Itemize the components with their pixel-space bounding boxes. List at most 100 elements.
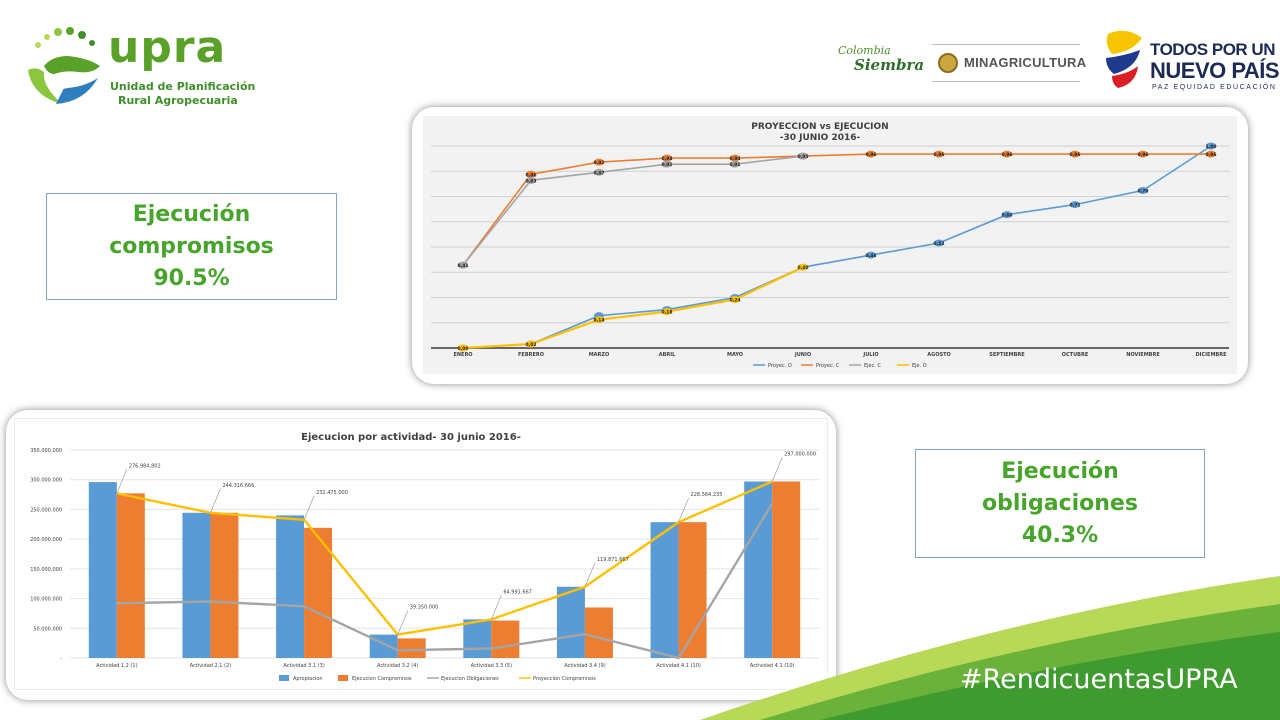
line-point: [730, 154, 740, 162]
bar-chart-y-tick-label: -: [60, 656, 62, 662]
bar: [463, 619, 492, 658]
bar-chart-title: Ejecucion por actividad- 30 junio 2016-: [301, 432, 521, 443]
bar-data-label-leader: [584, 562, 596, 587]
bar: [210, 512, 239, 658]
line-series-eje-o: [462, 266, 804, 350]
line-series-proyec-o: [462, 145, 1212, 349]
line-data-label: 0,94: [729, 156, 740, 162]
line-chart-x-tick-label: MAYO: [727, 352, 743, 358]
line-data-label: 0,83: [525, 178, 536, 184]
line-point: [798, 152, 808, 160]
line-chart-x-tick-label: ABRIL: [659, 352, 676, 358]
line-data-label: 0,96: [1069, 152, 1080, 158]
line-legend-label: Proyec. C: [816, 363, 840, 369]
bar: [556, 586, 585, 658]
gov-line-2: NUEVO PAÍS: [1150, 58, 1280, 83]
hashtag-rendicuentas: #RendicuentasUPRA: [960, 664, 1238, 695]
upra-logo: upra Unidad de Planificación Rural Agrop…: [22, 22, 255, 114]
bar-chart-x-tick-label: Actividad 3.1 (3): [283, 663, 324, 669]
line-legend-label: Proyec. O: [768, 363, 792, 369]
line-series-ejec-c: [462, 155, 804, 266]
bar-chart-x-tick-label: Actividad 4.1 (10): [656, 663, 701, 669]
bar-chart-x-tick-label: Actividad 2.1 (2): [190, 663, 231, 669]
line-legend-label: Ejec. C: [864, 363, 882, 369]
line-point: [934, 239, 944, 247]
line-point: [458, 344, 468, 352]
line-data-label: 0,96: [1137, 152, 1148, 158]
bar-chart-x-tick-label: Actividad 3.2 (4): [377, 663, 418, 669]
line-chart-x-tick-label: ENERO: [453, 352, 472, 358]
bar-data-label-leader: [397, 610, 409, 635]
gov-line-1: TODOS POR UN: [1150, 40, 1275, 59]
line-data-label: 0,14: [593, 318, 604, 324]
line-data-label: 0,24: [729, 298, 740, 304]
line-data-label: 0,02: [525, 342, 536, 348]
upra-hands-icon: [28, 27, 100, 104]
line-data-label: 0,52: [933, 241, 944, 247]
line-point: [934, 150, 944, 158]
bar-chart-x-tick-label: Actividad 1.2 (1): [96, 663, 137, 669]
kpi-compromisos-value: 90.5%: [153, 265, 230, 291]
line-point: [526, 340, 536, 348]
line-chart-x-tick-label: JULIO: [862, 352, 878, 358]
minagricultura-text: MINAGRICULTURA: [964, 55, 1087, 70]
line-data-label: 0,66: [1001, 213, 1012, 219]
bar-legend-label: Ejecucion Obligaciones: [441, 676, 499, 682]
line-point: [594, 316, 604, 324]
kpi-obligaciones: Ejecución obligaciones 40.3%: [915, 449, 1205, 558]
siembra-text: Siembra: [854, 56, 925, 74]
line-point: [662, 154, 672, 162]
bar-chart-x-tick-label: Actividad 3.4 (9): [564, 663, 605, 669]
bar-data-label-leader: [490, 595, 502, 620]
line-point: [1070, 150, 1080, 158]
upra-wordmark: upra: [108, 22, 227, 73]
line-point: [1138, 186, 1148, 194]
line-point: [866, 251, 876, 259]
bar-data-label-leader: [116, 469, 128, 494]
line-chart-x-tick-label: JUNIO: [794, 352, 811, 358]
line-chart-x-tick-label: AGOSTO: [927, 352, 951, 358]
line-point: [1206, 150, 1216, 158]
kpi-obligaciones-line-2: obligaciones: [982, 490, 1138, 516]
minagricultura-logo: MINAGRICULTURA: [932, 44, 1086, 82]
line-data-label: 0,91: [661, 162, 672, 168]
line-point: [1070, 201, 1080, 209]
bar-data-label-leader: [678, 498, 689, 523]
line-point: [1206, 142, 1216, 150]
bar: [116, 493, 145, 658]
bar-legend-label: Ejecucion Compromisos: [352, 676, 412, 682]
line-legend-label: Eje. O: [912, 363, 927, 369]
line-data-label: 0,40: [797, 265, 808, 271]
todos-por-un-nuevo-pais-logo: TODOS POR UN NUEVO PAÍS PAZ EQUIDAD EDUC…: [1100, 24, 1280, 96]
colombia-siembra-logo: Colombia Siembra: [836, 44, 926, 78]
line-data-label: 0,71: [1069, 203, 1080, 209]
line-data-label: 0,87: [593, 170, 604, 176]
bar-data-label-leader: [771, 457, 783, 482]
line-point: [526, 170, 536, 178]
bar-chart-y-tick-label: 300.000.000: [30, 478, 62, 484]
kpi-compromisos: Ejecución compromisos 90.5%: [46, 193, 337, 300]
bar-chart-x-tick-label: Actividad 4.1 (10): [750, 663, 795, 669]
bar: [584, 607, 613, 658]
bar: [772, 481, 801, 658]
gov-line-3: PAZ EQUIDAD EDUCACIÓN: [1152, 84, 1277, 91]
line-chart-x-tick-label: OCTUBRE: [1062, 352, 1089, 358]
bar-chart-y-tick-label: 100.000.000: [30, 597, 62, 603]
line-point: [594, 168, 604, 176]
line-chart-x-tick-label: NOVIEMBRE: [1126, 352, 1160, 358]
line-data-label: 0,78: [1137, 188, 1148, 194]
line-point: [594, 158, 604, 166]
bar-data-label: 119.871.667: [597, 557, 629, 563]
bar-chart-y-tick-label: 350.000.000: [30, 448, 62, 454]
bar-chart-y-tick-label: 50.000.000: [33, 626, 62, 632]
bar: [491, 620, 520, 658]
bar-data-label: 244.316.666: [222, 483, 254, 489]
line-data-label: 0,96: [933, 152, 944, 158]
line-point: [1002, 211, 1012, 219]
kpi-obligaciones-line-1: Ejecución: [1001, 458, 1119, 484]
bar-chart-y-tick-label: 250.000.000: [30, 507, 62, 513]
bar: [276, 515, 305, 658]
line-chart-title: PROYECCION vs EJECUCION: [751, 122, 888, 132]
upra-subtitle-1: Unidad de Planificación: [110, 80, 256, 93]
line-data-label: 0,91: [729, 162, 740, 168]
